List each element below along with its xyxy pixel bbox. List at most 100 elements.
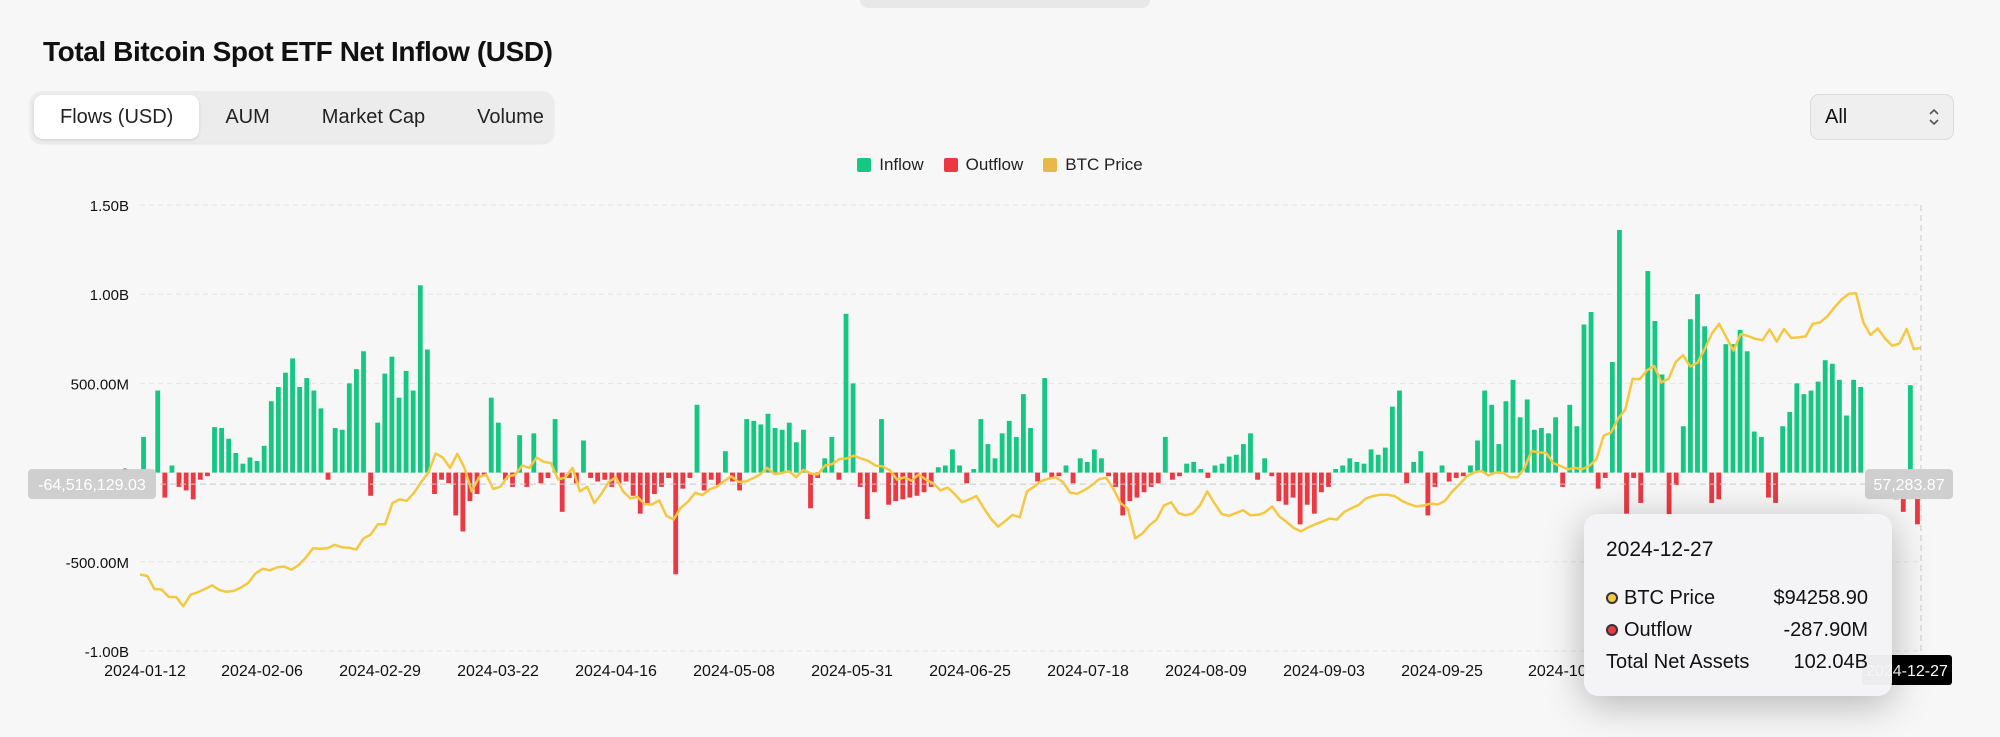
inflow-bar (1219, 463, 1225, 473)
inflow-bar (311, 390, 317, 473)
outflow-bar (453, 472, 459, 516)
crosshair-y-readout-box (28, 469, 156, 500)
btc-price-series-line (139, 292, 1922, 608)
inflow-bar (169, 465, 175, 473)
outflow-bar (446, 472, 452, 484)
inflow-bar (1340, 465, 1346, 473)
inflow-bar (1730, 344, 1736, 473)
tab-flows[interactable]: Flows (USD) (34, 95, 200, 139)
outflow-bar (1446, 472, 1452, 482)
inflow-bar (1659, 374, 1665, 473)
outflow-bar (1056, 472, 1062, 477)
outflow-bar (836, 472, 842, 480)
outflow-bar (1205, 472, 1211, 478)
inflow-bar (957, 465, 962, 473)
outflow-bar (1709, 472, 1715, 503)
top-handle (860, 0, 1150, 8)
inflow-bar (950, 449, 955, 473)
inflow-bar (1496, 444, 1502, 473)
inflow-bar (1333, 469, 1339, 473)
inflow-bar (354, 369, 359, 473)
inflow-bar (1652, 320, 1658, 473)
tab-aum[interactable]: AUM (225, 106, 270, 128)
outflow-bar (566, 472, 572, 478)
legend-label-btc-price: BTC Price (1065, 155, 1143, 174)
tab-market-cap[interactable]: Market Cap (321, 106, 426, 128)
inflow-bar (772, 428, 778, 473)
outflow-bar (1276, 472, 1282, 502)
inflow-bar (552, 419, 558, 473)
outflow-bar (673, 472, 679, 575)
inflow-bar (779, 429, 785, 473)
x-tick-label: 2024-05-08 (693, 663, 775, 680)
inflow-bar (1737, 329, 1743, 473)
inflow-bar (935, 467, 941, 473)
inflow-bar (1162, 436, 1168, 473)
y-tick-label: 1.00B (90, 287, 129, 304)
inflow-bar (1581, 324, 1587, 473)
tooltip-value-btc-price: $94258.90 (1773, 586, 1868, 609)
inflow-bar (1382, 447, 1388, 473)
outflow-bar (602, 472, 608, 480)
inflow-bar (212, 427, 217, 473)
inflow-bar (1439, 465, 1445, 473)
legend-item-inflow[interactable]: Inflow (857, 155, 924, 175)
inflow-bar (219, 428, 225, 473)
outflow-bar (1177, 472, 1182, 477)
inflow-bar (1538, 428, 1544, 473)
outflow-bar (1035, 472, 1041, 482)
outflow-bar (623, 472, 629, 482)
outflow-bar (1269, 472, 1275, 477)
outflow-bar (886, 472, 892, 505)
tooltip-label-total-net-assets: Total Net Assets (1606, 650, 1750, 673)
inflow-bar (999, 433, 1005, 473)
outflow-bar (1155, 472, 1161, 484)
outflow-bar (907, 472, 913, 498)
outflow-bar (162, 472, 168, 498)
inflow-bar (765, 413, 771, 473)
outflow-bar (1673, 472, 1679, 486)
inflow-bar (1099, 458, 1104, 473)
outflow-bar (701, 472, 707, 491)
inflow-bar (389, 356, 395, 473)
inflow-bar (1191, 461, 1197, 473)
range-select[interactable]: All (1810, 94, 1954, 140)
inflow-bar (985, 444, 991, 473)
outflow-bar (1425, 472, 1431, 516)
inflow-bar (1517, 417, 1523, 473)
legend-item-outflow[interactable]: Outflow (943, 155, 1024, 175)
inflow-bar (942, 465, 948, 473)
outflow-bar (1595, 472, 1601, 489)
outflow-bar (1070, 472, 1076, 484)
inflow-bar (1347, 458, 1353, 473)
legend-swatch-btc-price (1043, 158, 1058, 172)
x-tick-label: 2024-04-16 (575, 663, 657, 680)
inflow-bar (155, 390, 161, 473)
outflow-bar (1113, 472, 1119, 487)
legend-label-outflow: Outflow (965, 155, 1024, 174)
outflow-bar (1170, 472, 1175, 480)
tab-volume[interactable]: Volume (477, 106, 544, 128)
x-tick-label: 2024-01-12 (104, 663, 186, 680)
legend-swatch-outflow (943, 158, 958, 172)
chart-tooltip: 2024-12-27 BTC Price $94258.90 Outflow -… (1584, 514, 1892, 696)
y-tick-label: -1.00B (85, 644, 129, 661)
outflow-bar (1666, 472, 1672, 518)
inflow-bar (1248, 433, 1253, 473)
inflow-bar (1489, 404, 1495, 473)
inflow-bar (1226, 456, 1232, 473)
inflow-bar (261, 445, 267, 473)
outflow-bar (460, 472, 466, 532)
outflow-bar (1766, 472, 1771, 498)
outflow-bar (637, 472, 643, 514)
inflow-bar (339, 429, 345, 473)
inflow-bar (1240, 444, 1246, 473)
inflow-bar (1787, 411, 1793, 473)
inflow-bar (1829, 363, 1835, 473)
crosshair-y-readout: -64,516,129.03 (38, 477, 146, 494)
legend-item-btc-price[interactable]: BTC Price (1043, 155, 1143, 175)
y-tick-label: 1.50B (90, 198, 129, 215)
crosshair-right-readout-box (1865, 469, 1953, 500)
tooltip-label-btc-price: BTC Price (1624, 586, 1716, 609)
